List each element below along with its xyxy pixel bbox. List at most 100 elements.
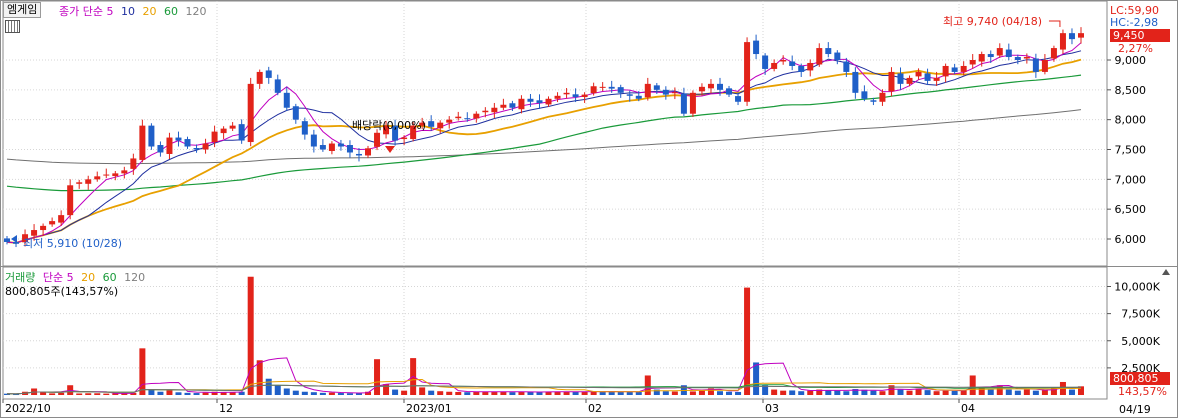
price-legend[interactable]: 종가 단순 5 10 20 60 120 (59, 3, 206, 19)
low-annotation: 최저 5,910 (10/28) (23, 237, 123, 250)
candle-body (581, 94, 588, 97)
candle-body (707, 83, 714, 89)
volume-bar (635, 391, 642, 395)
legend-ma60: 60 (163, 5, 178, 18)
volume-bar (689, 391, 696, 395)
volume-bar (193, 393, 200, 395)
volume-bar (365, 391, 372, 395)
candle-body (879, 92, 886, 102)
candle-body (85, 179, 92, 184)
volume-panel-toggle-icon[interactable] (1162, 269, 1170, 275)
volume-bar (942, 390, 949, 395)
change-pct-label: 2,27% (1118, 42, 1153, 55)
volume-bar (112, 393, 119, 395)
candle-body (319, 145, 326, 150)
legend-vol-ma60: 60 (102, 271, 117, 284)
ma60-line (6, 74, 1082, 192)
volume-bar (978, 387, 985, 395)
candle-body (671, 92, 678, 94)
volume-bar (292, 390, 299, 395)
chart-settings-icon[interactable] (5, 20, 20, 33)
volume-bar (1014, 390, 1021, 395)
volume-bar (121, 393, 128, 395)
legend-vol-ma5: 5 (66, 271, 74, 284)
low-marker-arrow (11, 235, 17, 243)
candle-body (193, 148, 200, 150)
candle-body (175, 137, 182, 141)
candle-body (933, 77, 940, 81)
candle-body (861, 91, 868, 99)
volume-bar (753, 362, 760, 395)
candle-body (500, 104, 507, 108)
candle-body (1005, 49, 1012, 58)
volume-bar (626, 391, 633, 395)
candle-body (834, 52, 841, 60)
volume-axis-label: 7,500K (1121, 308, 1160, 321)
volume-bar (175, 392, 182, 395)
candle-body (545, 98, 552, 105)
candle-body (1078, 33, 1084, 38)
volume-bar (960, 390, 967, 395)
volume-legend-subtitle: 단순 (42, 271, 64, 284)
volume-bar (653, 389, 660, 395)
volume-bar (599, 391, 606, 395)
candle-body (987, 54, 994, 58)
candle-body (148, 125, 155, 147)
candle-body (121, 170, 128, 174)
volume-bar (951, 390, 958, 395)
volume-bar (274, 385, 281, 395)
volume-bar (148, 389, 155, 395)
candle-body (392, 125, 399, 141)
volume-bar (924, 390, 931, 395)
volume-bar (103, 393, 110, 395)
volume-bar (337, 393, 344, 395)
candle-body (662, 89, 669, 95)
volume-legend[interactable]: 거래량 단순 5 20 60 120 (5, 269, 145, 285)
candle-body (852, 71, 859, 93)
candle-body (157, 145, 164, 153)
candle-body (40, 225, 47, 231)
volume-bar (933, 391, 940, 395)
candle-body (843, 61, 850, 72)
candle-body (825, 48, 832, 55)
volume-bar (716, 391, 723, 395)
volume-bar (536, 392, 543, 395)
price-panel (2, 1, 1108, 267)
candle-body (735, 96, 742, 102)
date-axis-label: 02 (588, 402, 602, 415)
volume-bar (437, 391, 444, 395)
candle-body (229, 125, 236, 129)
volume-bar (265, 378, 272, 395)
candle-body (816, 48, 823, 65)
volume-bar (256, 360, 263, 395)
price-axis-label: 8,500 (1115, 84, 1147, 97)
candle-body (1041, 60, 1048, 72)
candle-body (58, 215, 65, 223)
volume-bar (987, 389, 994, 395)
volume-bar (906, 390, 913, 395)
candle-body (1023, 57, 1030, 59)
candle-body (590, 86, 597, 94)
volume-bar (744, 287, 751, 395)
hc-label: HC:-2,98 (1110, 16, 1159, 29)
candle-body (211, 131, 218, 143)
volume-bar (13, 394, 20, 396)
date-axis-label: 04 (961, 402, 975, 415)
candle-body (789, 61, 796, 66)
candle-body (996, 48, 1003, 56)
volume-bar (166, 390, 173, 395)
stock-name-label[interactable]: 엠게임 (3, 2, 42, 18)
volume-bar (996, 385, 1003, 395)
volume-bar (834, 390, 841, 395)
end-date-label: 04/19 (1119, 403, 1151, 416)
candle-body (780, 60, 787, 62)
legend-vol-ma120: 120 (124, 271, 146, 284)
volume-pct-label: 143,57% (1118, 385, 1167, 398)
candle-body (166, 137, 173, 154)
volume-bar (969, 375, 976, 395)
candle-body (265, 70, 272, 78)
candle-body (1032, 58, 1039, 72)
candle-body (509, 103, 516, 108)
volume-bar (130, 392, 137, 395)
